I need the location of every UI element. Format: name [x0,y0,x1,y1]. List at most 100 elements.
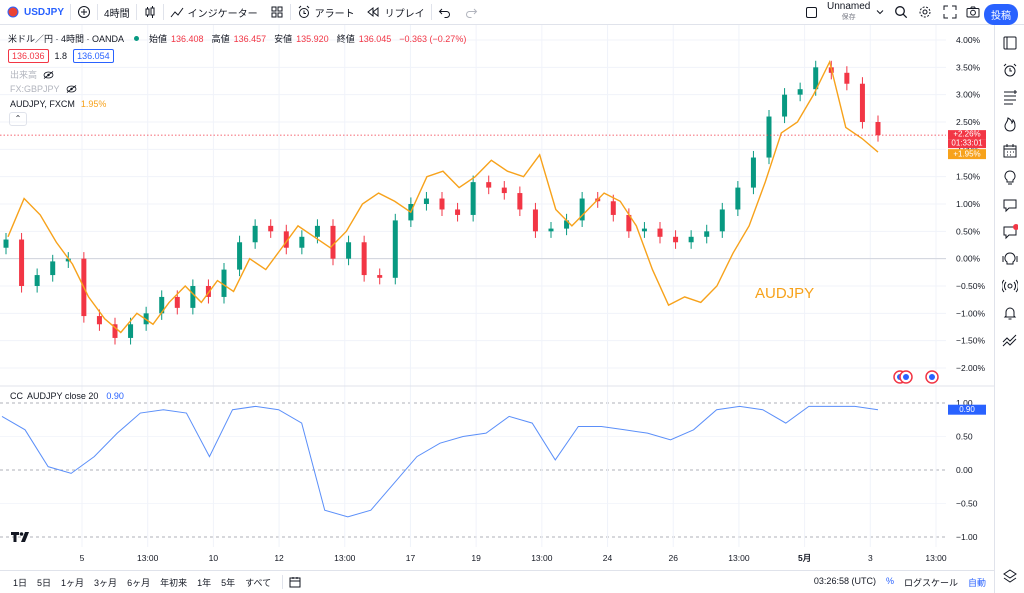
candle-body [657,228,663,237]
price-axis[interactable]: 4.00%3.50%3.00%2.50%2.00%1.50%1.00%0.50%… [956,35,986,373]
chevron-down-icon [877,10,884,15]
log-scale-toggle[interactable]: ログスケール [903,578,958,588]
layouts-button[interactable] [264,0,290,25]
audjpy-annotation: AUDJPY [755,285,814,302]
open-value: 136.408 [171,33,204,44]
volume-label: 出来高 [10,70,38,80]
price-tick-label: 1.00% [956,199,981,209]
candle-body [626,214,632,232]
candle-body [112,324,118,338]
correlation-axis[interactable]: 1.00 0.50 0.00 −0.50 −1.00 [956,398,978,542]
range-button[interactable]: 1日 [13,577,28,588]
compare-button[interactable] [71,0,97,25]
alarm-clock-icon [298,5,309,18]
divider [282,575,284,589]
redo-button[interactable] [458,0,484,25]
undo-icon [438,8,450,18]
replay-icon [366,6,379,18]
search-icon[interactable] [894,5,908,19]
range-button[interactable]: 5年 [221,577,236,588]
candle-body [361,242,367,276]
time-tick-label: 10 [209,553,219,563]
candle-body [641,228,647,232]
candle-body [610,201,616,215]
top-toolbar: USDJPY 4時間 インジケーター アラート リプレイ Unnamed 保存 [0,0,1024,25]
candle-body [128,324,134,338]
range-button[interactable]: 1ヶ月 [61,577,85,588]
candle-body [564,220,570,229]
layout-name-button[interactable]: Unnamed 保存 [806,2,884,22]
auto-scale-toggle[interactable]: 自動 [967,578,986,588]
cc-tick-label: 1.00 [956,398,973,408]
range-button[interactable]: すべて [245,577,272,588]
streams-icon[interactable] [1002,251,1018,267]
spread-value: 1.8 [54,51,68,61]
main-legend: 米ドル／円 · 4時間 · OANDA 始値 136.408 高値 136.457 … [8,32,470,45]
camera-icon[interactable] [966,5,980,19]
alert-button[interactable]: アラート [291,0,361,25]
volume-legend[interactable]: 出来高 [10,68,54,81]
close-label: 終値 [336,34,355,44]
candle-body [673,236,679,243]
gbpjpy-legend[interactable]: FX:GBPJPY [10,84,77,94]
trend-icon[interactable] [1002,332,1018,348]
publish-button[interactable]: 投稿 [984,4,1018,25]
candle-body [797,89,803,95]
chart-canvas[interactable]: AUDJPY 4.00%3.50%3.00%2.50%2.00%1.50%1.0… [0,25,994,570]
watchlist-icon[interactable] [1002,35,1018,51]
chart-type-button[interactable] [137,0,163,25]
collapse-legend-button[interactable]: ⌃ [9,112,27,126]
undo-button[interactable] [432,0,458,25]
range-button[interactable]: 5日 [37,577,52,588]
price-tick-label: 3.50% [956,62,981,72]
price-tick-label: 1.50% [956,172,981,182]
audjpy-legend[interactable]: AUDJPY, FXCM 1.95% [10,99,106,109]
open-label: 始値 [149,34,168,44]
candle-body [299,236,305,248]
sell-price-button[interactable]: 136.036 [8,49,49,63]
price-tick-label: −0.50% [956,281,986,291]
goto-date-icon[interactable] [289,576,301,588]
object-tree-icon[interactable] [1002,89,1018,105]
buy-price-button[interactable]: 136.054 [73,49,114,63]
indicators-button[interactable]: インジケーター [164,0,264,25]
replay-button[interactable]: リプレイ [361,0,431,25]
time-axis[interactable]: 5 13:00 10 12 13:00 17 19 13:00 24 26 13:00 5月 3 13:0… [80,553,947,563]
hidden-eye-icon[interactable] [43,70,54,79]
cc-tick-label: 0.50 [956,432,973,442]
correlation-legend[interactable]: CC AUDJPY close 20 0.90 [10,391,124,401]
candle-body [875,122,881,136]
layers-icon[interactable] [1002,568,1018,584]
audjpy-compare-line [7,59,879,334]
tradingview-logo[interactable] [11,531,31,545]
range-button[interactable]: 年初来 [160,577,188,588]
messages-icon[interactable] [1002,224,1018,240]
candle-body [392,220,398,278]
interval-button[interactable]: 4時間 [104,8,130,20]
ideas-lightbulb-icon[interactable] [1002,170,1018,186]
symbol-search[interactable]: USDJPY [0,0,70,25]
fullscreen-icon[interactable] [943,5,957,19]
hidden-eye-icon[interactable] [66,85,77,93]
candle-body [517,193,523,210]
chats-icon[interactable] [1002,197,1018,213]
candle-body [50,261,56,276]
percent-toggle[interactable]: % [885,576,894,586]
range-button[interactable]: 1年 [197,577,212,588]
range-button[interactable]: 6ヶ月 [127,577,151,588]
candle-body [423,198,429,204]
alarm-clock-icon[interactable] [1002,62,1018,78]
hotlist-flame-icon[interactable] [1002,116,1018,132]
broadcast-icon[interactable] [1002,278,1018,294]
alert-label: アラート [314,8,355,20]
notification-bell-icon[interactable] [1002,305,1018,321]
clock[interactable]: 03:26:58 (UTC) [813,576,876,586]
range-button[interactable]: 3ヶ月 [94,577,118,588]
calendar-icon[interactable] [1002,143,1018,159]
candle-body [377,275,383,278]
candle-body [205,286,211,297]
gear-icon[interactable] [918,5,932,19]
event-flags[interactable] [893,370,939,384]
divider [97,4,99,20]
candle-body [346,242,352,259]
